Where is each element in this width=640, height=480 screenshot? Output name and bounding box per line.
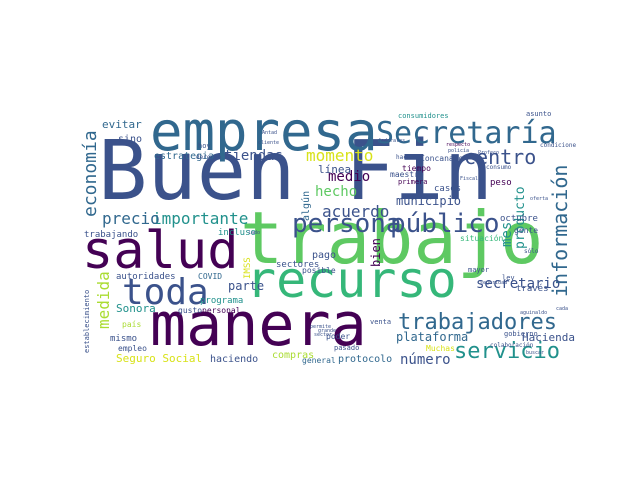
word-algun: algún <box>301 190 312 221</box>
word-pago: pago <box>312 250 337 261</box>
word-establecimiento: establecimiento <box>83 289 91 353</box>
word-federales: federales <box>378 138 406 144</box>
word-consumo: consumo <box>486 164 512 171</box>
word-consumidores: consumidores <box>398 112 449 120</box>
word-policia: policía <box>448 148 470 154</box>
word-colaboracion: colaboración <box>490 342 534 349</box>
word-respecto: respecto <box>446 142 471 148</box>
word-empleo: empleo <box>118 344 147 353</box>
word-seguridad: seguridad <box>480 280 508 286</box>
word-covid: COVID <box>198 272 223 281</box>
word-gobierno: gobierno <box>504 330 538 338</box>
word-bien: bien <box>369 238 383 267</box>
word-derecho: derecho <box>196 154 222 161</box>
word-tiempo: tiempo <box>402 164 431 173</box>
word-muchas: Muchas <box>426 344 455 353</box>
word-personal: personal <box>202 306 241 315</box>
word-oferta: oferta <box>530 196 549 202</box>
word-linea: línea <box>318 163 352 176</box>
word-peso: peso <box>490 178 512 188</box>
word-municipio: municipio <box>396 194 462 208</box>
word-seguro-social: Seguro Social <box>116 352 203 365</box>
word-imss: IMSS <box>243 257 253 279</box>
word-sonora: Sonora <box>116 302 156 315</box>
word-sectores: sectores <box>276 260 320 270</box>
word-fiscalia: Fiscalía <box>460 176 485 182</box>
word-venta: venta <box>370 318 392 326</box>
word-importante: importante <box>152 209 249 228</box>
word-mayor: mayor <box>468 266 490 274</box>
word-recurso: recurso <box>246 251 457 309</box>
word-asunto: asunto <box>526 110 552 118</box>
word-trabajadores: trabajadores <box>398 310 557 335</box>
word-incluso: incluso <box>218 228 256 238</box>
word-profeco: Profeco <box>478 150 500 156</box>
word-secretario: secretario <box>476 276 561 292</box>
word-cliente: cliente <box>258 140 280 146</box>
word-pais: país <box>122 320 142 329</box>
word-numero: número <box>400 352 451 368</box>
word-sino: sino <box>118 134 143 145</box>
word-acuerdo: acuerdo <box>322 202 390 221</box>
word-gusto: gusto <box>178 306 203 315</box>
word-programa: programa <box>200 296 244 306</box>
word-sector: sector <box>314 332 333 338</box>
word-hacemos: hacemos <box>396 154 422 161</box>
word-evitar: evitar <box>102 118 142 131</box>
word-toda: toda <box>122 272 209 313</box>
word-economia: economía <box>80 130 101 217</box>
word-secretaria: Secretaría <box>376 116 557 151</box>
word-empresa: empresa <box>150 107 378 163</box>
word-pasado: pasado <box>334 344 360 352</box>
word-persona: persona <box>292 209 402 239</box>
word-solo: sólo <box>524 248 539 255</box>
word-servicio: servicio <box>454 339 560 364</box>
word-haciendo: haciendo <box>210 354 259 365</box>
word-concanaco: Concanaco <box>420 154 464 163</box>
word-salud: salud <box>82 221 239 281</box>
word-grande: grande <box>318 328 337 334</box>
word-buscar: buscar <box>526 350 545 356</box>
word-mismo: mismo <box>110 334 138 344</box>
word-publico: público <box>390 209 500 239</box>
word-maestro: maestro <box>390 170 424 179</box>
word-octubre: octubre <box>500 214 538 224</box>
word-antad: Antad <box>262 130 278 136</box>
word-condiciones: condiciones <box>540 142 576 149</box>
word-precio: precio <box>102 209 160 228</box>
word-trabajo: trabajo <box>240 196 544 280</box>
word-primera: primera <box>398 178 428 186</box>
word-traves: través <box>516 284 549 294</box>
word-centro: centro <box>464 145 537 169</box>
word-ley: ley <box>502 274 515 282</box>
word-protocolo: protocolo <box>338 354 393 365</box>
word-gente: gente <box>514 226 539 235</box>
word-estrategia: estrategia <box>154 151 215 162</box>
word-hacienda: Hacienda <box>522 331 575 344</box>
word-situacion: situación <box>460 234 504 243</box>
word-cloud: Buen Fin trabajo manera empresa salud re… <box>80 107 576 372</box>
word-buen-fin: Buen Fin <box>98 124 493 219</box>
word-parte: parte <box>228 279 265 293</box>
word-hecho: hecho <box>315 184 358 200</box>
word-posible: posible <box>302 266 336 275</box>
word-medida: medida <box>94 271 113 329</box>
word-poder: poder <box>326 332 351 341</box>
word-lado: lado <box>248 230 261 236</box>
word-manera: manera <box>150 290 367 360</box>
word-tiendas: tiendas <box>224 148 284 164</box>
word-medio: medio <box>328 169 371 185</box>
word-aguinaldo: aguinaldo <box>520 310 548 316</box>
word-compras: compras <box>272 350 315 361</box>
word-momento: momento <box>306 146 374 165</box>
word-hoy: hoy <box>198 142 211 150</box>
word-general: general <box>302 356 336 365</box>
word-plataforma: plataforma <box>396 330 469 344</box>
word-cada: cada <box>556 306 569 312</box>
word-trabajando: trabajando <box>84 230 139 240</box>
word-autoridades: autoridades <box>116 272 176 282</box>
word-casos: casos <box>434 184 462 194</box>
word-permite: permite <box>310 324 332 330</box>
